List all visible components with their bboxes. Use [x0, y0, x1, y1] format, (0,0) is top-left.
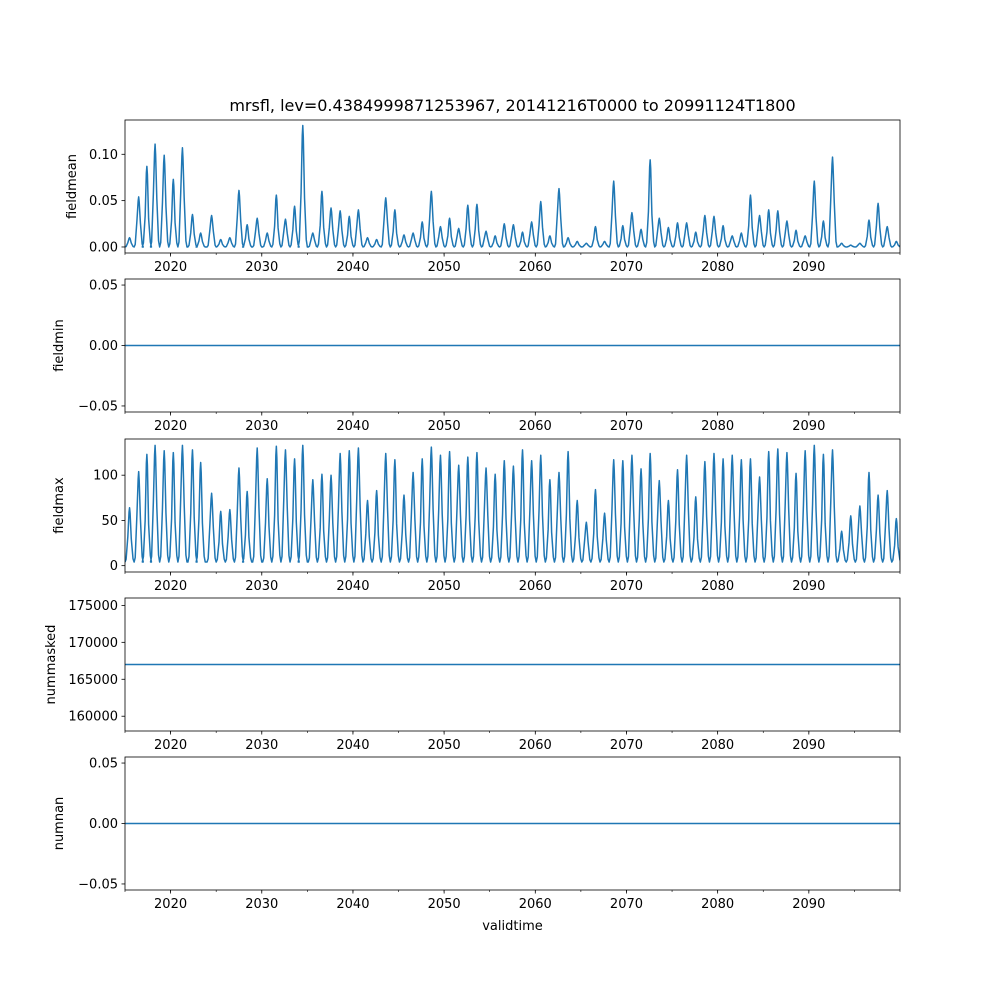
y-tick-label: 0.00	[89, 240, 118, 255]
x-tick-label: 2030	[245, 419, 278, 434]
series-line-fieldmean	[125, 124, 900, 248]
subplot-numnan: −0.05 0.00 0.05 2020 2030 2040 2050 2060 2070 208…	[52, 757, 901, 912]
y-tick-label: 0	[110, 559, 118, 574]
x-tick-label: 2030	[245, 897, 278, 912]
x-tick-label: 2020	[154, 579, 187, 594]
x-tick-label: 2070	[610, 897, 643, 912]
series-line-fieldmax	[125, 444, 900, 563]
x-tick-label: 2030	[245, 579, 278, 594]
y-tick-label: 100	[93, 469, 118, 484]
y-tick-label: 0.05	[89, 279, 118, 294]
x-tick-label: 2030	[245, 738, 278, 753]
x-tick-label: 2020	[154, 738, 187, 753]
x-tick-label: 2030	[245, 260, 278, 275]
y-tick-label: 160000	[68, 710, 118, 725]
subplots: 0.00 0.05 0.10 2020 2030 2040 2050 2060 2070 2080…	[44, 119, 901, 912]
subplot-nummasked: 160000 165000 170000 175000 2020 2030 2040 2050…	[44, 597, 901, 753]
x-tick-label: 2090	[792, 579, 825, 594]
chart-title: mrsfl, lev=0.4384999871253967, 20141216T…	[229, 96, 795, 115]
x-axis-label: validtime	[482, 919, 543, 934]
y-axis-label: fieldmean	[65, 154, 80, 219]
x-tick-label: 2040	[336, 738, 369, 753]
subplot-fieldmean: 0.00 0.05 0.10 2020 2030 2040 2050 2060 2070 2080…	[65, 119, 901, 275]
y-tick-label: −0.05	[78, 399, 118, 414]
x-tick-label: 2090	[792, 738, 825, 753]
x-tick-label: 2060	[519, 738, 552, 753]
x-tick-label: 2050	[428, 260, 461, 275]
y-tick-label: 0.00	[89, 339, 118, 354]
x-tick-label: 2080	[701, 897, 734, 912]
y-axis-label: fieldmin	[52, 319, 67, 372]
axes-frame	[124, 438, 901, 573]
y-tick-label: 0.05	[89, 757, 118, 772]
y-tick-label: 0.05	[89, 194, 118, 209]
x-tick-label: 2040	[336, 419, 369, 434]
x-tick-label: 2070	[610, 738, 643, 753]
x-tick-label: 2070	[610, 419, 643, 434]
x-tick-label: 2080	[701, 419, 734, 434]
x-tick-label: 2060	[519, 579, 552, 594]
y-axis-label: fieldmax	[52, 477, 67, 534]
y-tick-label: 0.00	[89, 817, 118, 832]
y-axis-label: nummasked	[44, 625, 59, 705]
subplot-fieldmin: −0.05 0.00 0.05 2020 2030 2040 2050 2060 2070 208…	[52, 279, 901, 434]
x-tick-label: 2040	[336, 579, 369, 594]
y-tick-label: 175000	[68, 599, 118, 614]
subplot-fieldmax: 0 50 100 2020 2030 2040 2050 2060 2070 2080 2090 fi…	[52, 438, 901, 594]
x-tick-label: 2020	[154, 260, 187, 275]
x-tick-label: 2090	[792, 897, 825, 912]
x-tick-label: 2040	[336, 260, 369, 275]
x-tick-label: 2050	[428, 419, 461, 434]
x-tick-label: 2080	[701, 579, 734, 594]
x-tick-label: 2090	[792, 419, 825, 434]
y-tick-label: 170000	[68, 636, 118, 651]
x-tick-label: 2050	[428, 897, 461, 912]
y-tick-label: 165000	[68, 673, 118, 688]
axes-frame	[124, 119, 901, 254]
x-tick-label: 2080	[701, 260, 734, 275]
x-tick-label: 2090	[792, 260, 825, 275]
x-tick-label: 2040	[336, 897, 369, 912]
y-tick-label: −0.05	[78, 877, 118, 892]
y-axis-label: numnan	[52, 797, 67, 851]
x-tick-label: 2050	[428, 579, 461, 594]
x-tick-label: 2050	[428, 738, 461, 753]
x-tick-label: 2060	[519, 260, 552, 275]
x-tick-label: 2080	[701, 738, 734, 753]
x-tick-label: 2020	[154, 419, 187, 434]
y-tick-label: 50	[101, 514, 118, 529]
x-tick-label: 2070	[610, 579, 643, 594]
x-tick-label: 2020	[154, 897, 187, 912]
x-tick-label: 2070	[610, 260, 643, 275]
x-tick-label: 2060	[519, 897, 552, 912]
x-tick-label: 2060	[519, 419, 552, 434]
y-tick-label: 0.10	[89, 148, 118, 163]
axes-frame	[124, 597, 901, 732]
